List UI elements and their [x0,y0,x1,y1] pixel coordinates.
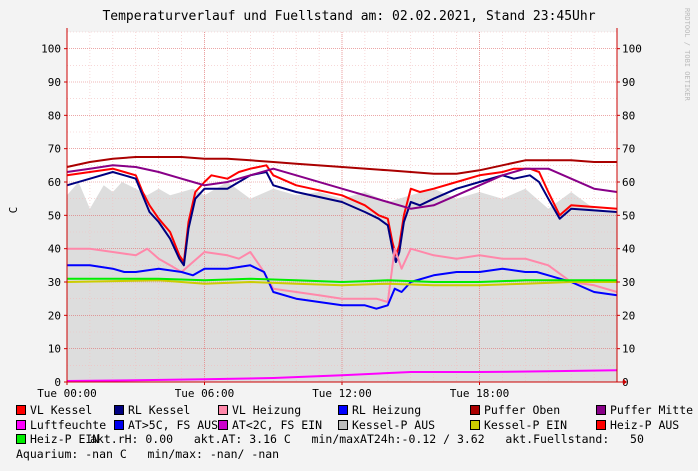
y-tick-label-left: 100 [41,43,61,56]
legend-swatch [470,405,480,415]
series-line-kessel-p-ein [66,279,617,287]
y-tick-label-left: 10 [48,343,61,356]
legend-label: Luftfeuchte [30,417,107,432]
legend-swatch [470,419,480,430]
status-values: akt.rH: 0.00 akt.AT: 3.16 C min/maxAT24h… [90,432,644,446]
chart-title: Temperaturverlauf und Fuellstand am: 02.… [102,9,595,24]
y-tick-label-left: 40 [48,243,61,256]
series-line-heiz-p-ein [67,277,617,283]
y-tick-label-left: 60 [48,176,61,189]
legend-item-kessel-p-ein: Kessel-P EIN [470,418,567,432]
series-line-puffer-mitte [66,164,618,210]
y-tick-label-right: 40 [622,243,635,256]
legend-swatch [16,419,26,430]
legend-swatch [338,419,348,430]
y-tick-label-right: 70 [622,143,635,156]
legend-item-puffer-oben: Puffer Oben [470,403,560,417]
legend-label: RL Kessel [128,403,191,417]
y-tick-label-right: 60 [622,176,635,189]
y-tick-label-left: 80 [48,109,61,122]
legend-swatch [16,405,26,415]
series-line-vl-kessel [66,164,618,263]
x-tick-label: Tue 12:00 [312,387,372,400]
legend-row-3: Heiz-P EIN akt.rH: 0.00 akt.AT: 3.16 C m… [16,432,696,447]
y-tick-label-left: 50 [48,209,61,222]
legend-label: VL Heizung [232,403,302,417]
legend-item-vl-heizung: VL Heizung [218,403,301,417]
legend-label: Puffer Oben [484,403,561,417]
legend: VL Kessel RL Kessel VL Heizung RL Heizung Pu… [16,403,696,461]
y-tick-label-left: 0 [54,376,61,389]
legend-swatch [114,419,124,430]
series-line-puffer-oben [66,156,617,175]
legend-swatch [338,405,348,415]
y-tick-label-right: 90 [622,76,635,89]
y-tick-label-left: 30 [48,276,61,289]
aquarium-status: Aquarium: -nan C min/max: -nan/ -nan [16,446,280,461]
legend-label: Kessel-P AUS [352,417,436,432]
legend-swatch [596,405,606,415]
y-axis-label: C [7,207,20,214]
y-tick-label-right: 50 [622,209,635,222]
legend-row-1: VL Kessel RL Kessel VL Heizung RL Heizung Pu… [16,403,696,418]
legend-label: Kessel-P EIN [484,417,568,432]
legend-item-kessel-p-aus: Kessel-P AUS [338,418,435,432]
legend-label: Heiz-P AUS [610,417,680,432]
legend-label: RL Heizung [352,403,422,417]
legend-item-rl-heizung: RL Heizung [338,403,421,417]
y-tick-label-right: 80 [622,109,635,122]
legend-item-luftfeuchte: Luftfeuchte [16,418,106,432]
legend-label: AT<2C, FS EIN [232,417,323,432]
legend-label: AT>5C, FS AUS [128,417,219,432]
legend-label: Heiz-P EIN [30,432,100,446]
legend-swatch [16,434,26,444]
y-tick-label-left: 70 [48,143,61,156]
x-tick-label: Tue 18:00 [450,387,510,400]
legend-swatch [218,405,228,415]
y-tick-label-left: 90 [48,76,61,89]
y-tick-label-right: 30 [622,276,635,289]
legend-swatch [218,419,228,430]
y-tick-label-right: 10 [622,343,635,356]
series-line-luftfeuchte [66,369,618,382]
legend-item-heiz-p-aus: Heiz-P AUS [596,418,679,432]
series-line-rl-kessel [66,171,618,267]
legend-item-puffer-mitte: Puffer Mitte [596,403,693,417]
x-axis-arrow [623,379,627,385]
series-line-rl-heizung [67,264,618,310]
legend-label: Puffer Mitte [610,403,694,417]
legend-item-vl-kessel: VL Kessel [16,403,92,417]
legend-item-at-2c-fs-ein: AT<2C, FS EIN [218,418,322,432]
y-tick-label-left: 20 [48,309,61,322]
x-tick-label: Tue 00:00 [37,387,97,400]
series-line-vl-heizung [67,247,618,303]
legend-label: VL Kessel [30,403,93,417]
y-tick-label-right: 20 [622,309,635,322]
y-tick-label-right: 100 [622,43,642,56]
watermark: RRDTOOL / TOBI OETIKER [683,8,691,102]
x-tick-label: Tue 06:00 [175,387,235,400]
legend-swatch [114,405,124,415]
legend-row-4: Aquarium: -nan C min/max: -nan/ -nan [16,447,696,462]
legend-swatch [596,419,606,430]
legend-item-at-5c-fs-aus: AT>5C, FS AUS [114,418,218,432]
plot-area: 0010102020303040405050606070708080909010… [37,28,642,400]
legend-row-2: Luftfeuchte AT>5C, FS AUS AT<2C, FS EIN Kes… [16,418,696,433]
legend-item-rl-kessel: RL Kessel [114,403,190,417]
temperature-chart: Temperaturverlauf und Fuellstand am: 02.… [7,8,691,400]
legend-item-heiz-p-ein: Heiz-P EIN [16,432,99,446]
